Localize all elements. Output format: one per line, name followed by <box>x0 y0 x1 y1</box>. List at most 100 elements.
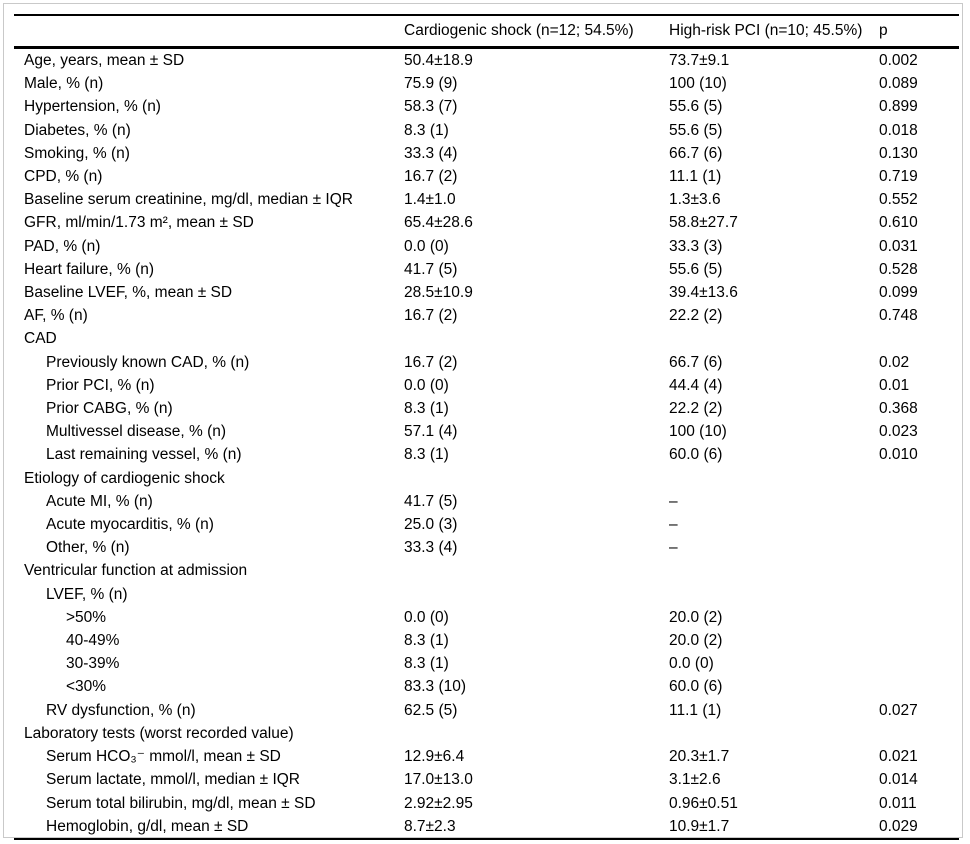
table-row: Acute myocarditis, % (n) 25.0 (3) – <box>14 513 959 536</box>
cell-cardiogenic-shock: 8.7±2.3 <box>404 817 456 835</box>
cell-p-value <box>879 652 959 675</box>
cell-high-risk-pci: 1.3±3.6 <box>669 191 721 209</box>
cell-high-risk-pci: 11.1 (1) <box>669 168 722 186</box>
row-label: CPD, % (n) <box>24 168 103 186</box>
table-row: Etiology of cardiogenic shock <box>14 467 959 490</box>
table-row: Age, years, mean ± SD 50.4±18.9 73.7±9.1 0.… <box>14 48 959 73</box>
cell-cardiogenic-shock: 57.1 (4) <box>404 423 458 441</box>
cell-p-value: 0.021 <box>879 748 918 766</box>
cell-high-risk-pci: 22.2 (2) <box>669 307 723 325</box>
cell-cardiogenic-shock: 8.3 (1) <box>404 632 449 650</box>
cell-high-risk-pci: 20.0 (2) <box>669 608 723 626</box>
cell-p-value: 0.899 <box>879 98 918 116</box>
table-figure-frame: Cardiogenic shock (n=12; 54.5%) High-ris… <box>3 3 963 840</box>
table-row: AF, % (n) 16.7 (2) 22.2 (2) 0.748 <box>14 304 959 327</box>
row-label: CAD <box>24 330 57 348</box>
table-row: Serum total bilirubin, mg/dl, mean ± SD 2… <box>14 792 959 815</box>
table-row: Previously known CAD, % (n) 16.7 (2) 66.7 … <box>14 351 959 374</box>
table-row: Other, % (n) 33.3 (4) – <box>14 536 959 559</box>
table-row: CAD <box>14 327 959 350</box>
row-label: Previously known CAD, % (n) <box>46 353 250 371</box>
cell-p-value: 0.002 <box>879 52 918 69</box>
table-row: Baseline serum creatinine, mg/dl, median… <box>14 188 959 211</box>
cell-high-risk-pci <box>669 467 879 490</box>
table-row: >50% 0.0 (0) 20.0 (2) <box>14 606 959 629</box>
row-label: Age, years, mean ± SD <box>24 52 185 69</box>
cell-high-risk-pci: 0.0 (0) <box>669 655 714 673</box>
table-header: Cardiogenic shock (n=12; 54.5%) High-ris… <box>14 15 959 49</box>
cell-p-value <box>879 467 959 490</box>
cell-high-risk-pci: 39.4±13.6 <box>669 284 738 302</box>
cell-cardiogenic-shock: 83.3 (10) <box>404 678 467 696</box>
cell-cardiogenic-shock <box>404 722 669 745</box>
row-label: GFR, ml/min/1.73 m², mean ± SD <box>24 214 254 232</box>
table-row: Prior CABG, % (n) 8.3 (1) 22.2 (2) 0.368 <box>14 397 959 420</box>
cell-p-value: 0.027 <box>879 701 918 719</box>
cell-high-risk-pci: 100 (10) <box>669 423 727 441</box>
table-row: LVEF, % (n) <box>14 583 959 606</box>
cell-p-value <box>879 675 959 698</box>
cell-high-risk-pci: 55.6 (5) <box>669 98 723 116</box>
cell-cardiogenic-shock: 33.3 (4) <box>404 539 458 557</box>
cell-p-value <box>879 559 959 582</box>
row-label: Hypertension, % (n) <box>24 98 161 116</box>
header-row: Cardiogenic shock (n=12; 54.5%) High-ris… <box>14 15 959 49</box>
cell-cardiogenic-shock <box>404 327 669 350</box>
cell-cardiogenic-shock: 65.4±28.6 <box>404 214 473 232</box>
row-label: <30% <box>66 678 107 696</box>
cell-cardiogenic-shock: 28.5±10.9 <box>404 284 473 302</box>
table-row: Prior PCI, % (n) 0.0 (0) 44.4 (4) 0.01 <box>14 374 959 397</box>
cell-high-risk-pci <box>669 722 879 745</box>
row-label: Prior PCI, % (n) <box>46 376 155 394</box>
cell-p-value <box>879 513 959 536</box>
table-row: Serum lactate, mmol/l, median ± IQR 17.0±… <box>14 768 959 791</box>
table-row: Serum HCO₃⁻ mmol/l, mean ± SD 12.9±6.4 20.… <box>14 745 959 768</box>
cell-high-risk-pci: – <box>669 516 678 534</box>
row-label: Prior CABG, % (n) <box>46 400 173 418</box>
cell-p-value: 0.031 <box>879 237 918 255</box>
cell-cardiogenic-shock: 8.3 (1) <box>404 655 449 673</box>
cell-high-risk-pci: 22.2 (2) <box>669 400 723 418</box>
row-label: Smoking, % (n) <box>24 144 130 162</box>
cell-high-risk-pci: 58.8±27.7 <box>669 214 738 232</box>
cell-high-risk-pci: 100 (10) <box>669 75 727 93</box>
cell-cardiogenic-shock: 8.3 (1) <box>404 400 449 418</box>
cell-cardiogenic-shock: 58.3 (7) <box>404 98 458 116</box>
cell-p-value: 0.552 <box>879 191 918 209</box>
row-label: Serum HCO₃⁻ mmol/l, mean ± SD <box>46 748 281 766</box>
table-row: Hypertension, % (n) 58.3 (7) 55.6 (5) 0.899 <box>14 95 959 118</box>
cell-cardiogenic-shock: 50.4±18.9 <box>404 52 473 69</box>
cell-high-risk-pci: 60.0 (6) <box>669 678 723 696</box>
table-row: CPD, % (n) 16.7 (2) 11.1 (1) 0.719 <box>14 165 959 188</box>
cell-cardiogenic-shock: 75.9 (9) <box>404 75 458 93</box>
table-row: Hemoglobin, g/dl, mean ± SD 8.7±2.3 10.9±1… <box>14 815 959 839</box>
cell-high-risk-pci: – <box>669 539 678 557</box>
table-row: Multivessel disease, % (n) 57.1 (4) 100 (1… <box>14 420 959 443</box>
cell-p-value: 0.130 <box>879 144 918 162</box>
table-row: Acute MI, % (n) 41.7 (5) – <box>14 490 959 513</box>
baseline-characteristics-table: Cardiogenic shock (n=12; 54.5%) High-ris… <box>14 14 959 840</box>
table-row: Diabetes, % (n) 8.3 (1) 55.6 (5) 0.018 <box>14 119 959 142</box>
cell-p-value <box>879 583 959 606</box>
row-label: Acute myocarditis, % (n) <box>46 516 214 534</box>
cell-high-risk-pci: 55.6 (5) <box>669 121 723 139</box>
table-row: Last remaining vessel, % (n) 8.3 (1) 60.0 … <box>14 443 959 466</box>
cell-high-risk-pci: 55.6 (5) <box>669 260 723 278</box>
table-row: Male, % (n) 75.9 (9) 100 (10) 0.089 <box>14 72 959 95</box>
cell-p-value: 0.014 <box>879 771 918 789</box>
row-label: Hemoglobin, g/dl, mean ± SD <box>46 817 249 835</box>
cell-high-risk-pci <box>669 327 879 350</box>
cell-high-risk-pci: – <box>669 492 678 510</box>
cell-high-risk-pci: 66.7 (6) <box>669 144 723 162</box>
row-label: 30-39% <box>66 655 120 673</box>
cell-cardiogenic-shock: 41.7 (5) <box>404 260 458 278</box>
cell-p-value <box>879 490 959 513</box>
cell-cardiogenic-shock: 25.0 (3) <box>404 516 458 534</box>
cell-p-value: 0.029 <box>879 817 918 835</box>
row-label: Laboratory tests (worst recorded value) <box>24 724 294 742</box>
cell-cardiogenic-shock: 8.3 (1) <box>404 121 449 139</box>
cell-cardiogenic-shock: 2.92±2.95 <box>404 794 473 812</box>
cell-p-value: 0.528 <box>879 260 918 278</box>
table-row: 30-39% 8.3 (1) 0.0 (0) <box>14 652 959 675</box>
cell-cardiogenic-shock: 16.7 (2) <box>404 168 458 186</box>
